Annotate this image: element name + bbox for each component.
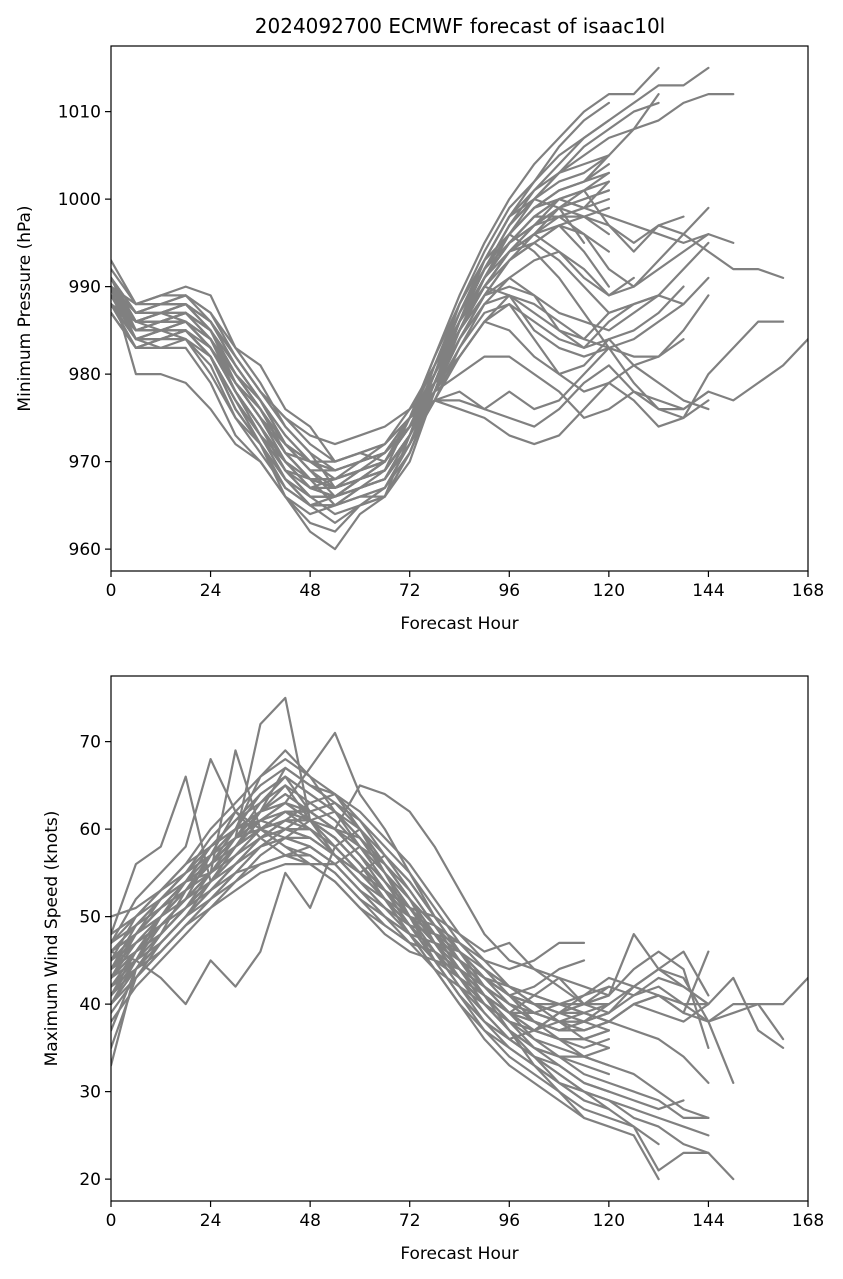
wind-y-tick-label: 70 [79, 733, 101, 753]
pressure-y-tick-label: 970 [69, 453, 101, 473]
wind-x-tick-label: 24 [200, 1211, 222, 1231]
pressure-series-group [111, 66, 808, 551]
wind-ensemble-line-40 [111, 827, 611, 1032]
wind-speed-chart: 0 24 48 72 96 120 144 168 20 30 40 50 60 70 Forecast H… [42, 675, 824, 1264]
wind-x-tick-label: 120 [593, 1211, 625, 1231]
pressure-x-tick-label: 48 [299, 581, 321, 601]
wind-ensemble-line-34 [111, 801, 611, 1032]
pressure-ensemble-line-37 [111, 215, 611, 472]
wind-y-tick-label: 40 [79, 995, 101, 1015]
wind-y-tick-label: 30 [79, 1083, 101, 1103]
pressure-y-tick-label: 1010 [58, 103, 101, 123]
pressure-x-axis-label: Forecast Hour [400, 614, 518, 634]
wind-x-axis-label: Forecast Hour [400, 1244, 518, 1264]
pressure-x-tick-label: 96 [498, 581, 520, 601]
wind-ensemble-line-42 [111, 810, 611, 1006]
wind-axes-frame [110, 675, 809, 1202]
wind-y-tick-label: 50 [79, 908, 101, 928]
wind-x-tick-label: 0 [106, 1211, 117, 1231]
pressure-y-tick-label: 980 [69, 365, 101, 385]
wind-y-tick-label: 20 [79, 1170, 101, 1190]
pressure-y-tick-label: 1000 [58, 190, 101, 210]
pressure-axes-frame [110, 45, 809, 572]
pressure-ensemble-line-36 [111, 206, 611, 507]
wind-x-tick-label: 48 [299, 1211, 321, 1231]
pressure-x-tick-label: 24 [200, 581, 222, 601]
pressure-y-axis-label: Minimum Pressure (hPa) [15, 205, 35, 411]
wind-ensemble-line-9 [111, 775, 611, 1111]
pressure-x-tick-label: 120 [593, 581, 625, 601]
wind-x-tick-label: 144 [692, 1211, 724, 1231]
wind-ensemble-line-13 [111, 757, 735, 1085]
wind-x-tick-label: 168 [792, 1211, 824, 1231]
pressure-ensemble-line-7 [111, 101, 611, 551]
pressure-y-tick-label: 960 [69, 540, 101, 560]
wind-x-tick-label: 96 [498, 1211, 520, 1231]
wind-y-tick-label: 60 [79, 820, 101, 840]
pressure-x-tick-label: 72 [399, 581, 421, 601]
wind-ensemble-line-36 [111, 810, 611, 1023]
wind-ensemble-line-41 [111, 836, 611, 1041]
pressure-y-tick-label: 990 [69, 278, 101, 298]
wind-x-tick-label: 72 [399, 1211, 421, 1231]
pressure-x-tick-label: 168 [792, 581, 824, 601]
wind-series-group [111, 696, 808, 1181]
pressure-ensemble-line-27 [111, 241, 635, 489]
chart-title: 2024092700 ECMWF forecast of isaac10l [255, 14, 665, 38]
pressure-ensemble-line-42 [111, 198, 611, 489]
pressure-chart: 0 24 48 72 96 120 144 168 960 970 980 990 1000 1010 Fo… [15, 45, 824, 634]
wind-ensemble-line-39 [111, 819, 611, 1023]
wind-y-axis-label: Maximum Wind Speed (knots) [42, 811, 62, 1067]
pressure-x-tick-label: 0 [106, 581, 117, 601]
pressure-x-tick-label: 144 [692, 581, 724, 601]
